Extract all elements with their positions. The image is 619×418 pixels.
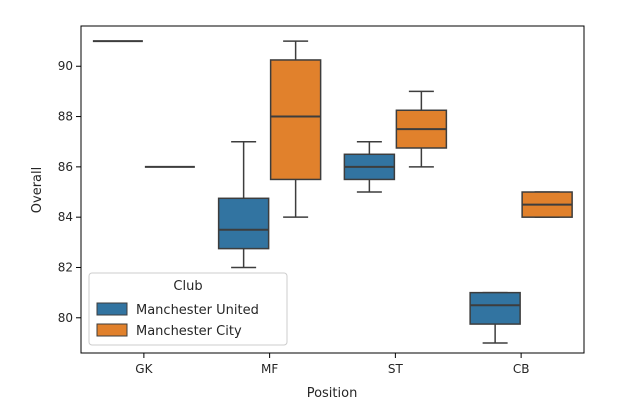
axes-frame — [80, 25, 585, 354]
y-tick-label: 86 — [58, 160, 73, 174]
legend-title: Club — [173, 279, 202, 294]
box-manchester-united-st — [343, 140, 396, 193]
legend-swatch — [96, 323, 128, 337]
y-tick-label: 84 — [58, 210, 73, 224]
x-tick-label: ST — [388, 362, 404, 376]
y-tick-label: 88 — [58, 110, 73, 124]
y-tick-label: 80 — [58, 311, 73, 325]
y-axis-label: Overall — [30, 167, 45, 213]
box-manchester-city-st — [395, 90, 448, 168]
legend-label: Manchester City — [136, 324, 242, 339]
x-axis-label: Position — [307, 386, 358, 401]
x-tick-label: MF — [261, 362, 278, 376]
box-manchester-united-cb — [469, 291, 521, 344]
legend-frame — [88, 272, 288, 346]
y-tick-label: 82 — [58, 260, 73, 274]
legend: Club Manchester United Manchester City — [88, 272, 288, 346]
box-manchester-city-cb — [521, 191, 573, 218]
x-tick-label: CB — [513, 362, 530, 376]
box-manchester-united-mf — [217, 140, 270, 269]
y-tick-label: 90 — [58, 59, 73, 73]
legend-swatch — [96, 302, 128, 316]
plot-area — [92, 40, 573, 344]
x-tick-label: GK — [135, 362, 153, 376]
box-body — [469, 291, 521, 325]
box-body — [269, 59, 322, 181]
box-manchester-city-mf — [269, 40, 322, 218]
legend-label: Manchester United — [136, 303, 259, 318]
axes: 80 82 84 86 88 90 GK MF ST CB — [58, 25, 585, 376]
box-body — [217, 197, 270, 250]
